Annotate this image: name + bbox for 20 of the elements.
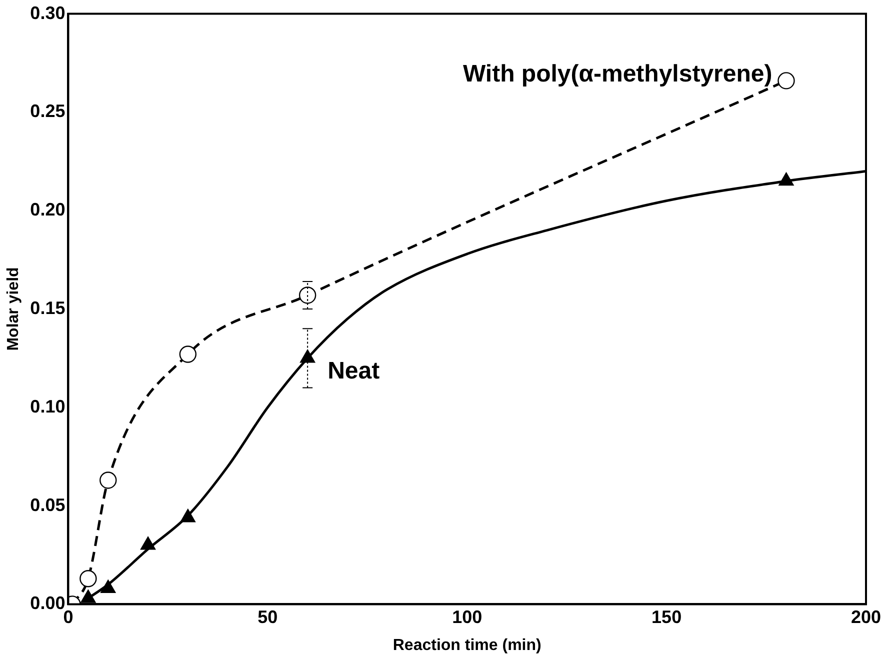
y-tick-label: 0.25	[30, 101, 66, 122]
x-tick-label: 100	[452, 606, 482, 627]
y-tick-label: 0.10	[30, 396, 66, 416]
point	[298, 286, 316, 304]
y-tick-label: 0.15	[30, 298, 66, 318]
point	[179, 346, 196, 363]
x-tick-label: 200	[850, 606, 882, 627]
y-tick-label: 0.20	[30, 200, 66, 220]
annotation: With poly(α-methylstyrene)	[462, 60, 772, 88]
annotation: Neat	[328, 358, 380, 385]
point	[80, 590, 96, 603]
y-tick-label: 0.00	[30, 593, 66, 614]
y-tick-label: 0.30	[30, 2, 66, 23]
point	[778, 72, 795, 90]
y-tick-label: 0.05	[30, 494, 66, 515]
x-tick-label: 0	[63, 606, 74, 627]
x-axis-title: Reaction time (min)	[392, 636, 542, 654]
y-axis-title: Molar yield	[5, 267, 22, 351]
x-tick-label: 50	[258, 606, 278, 627]
x-tick-label: 150	[652, 606, 682, 627]
